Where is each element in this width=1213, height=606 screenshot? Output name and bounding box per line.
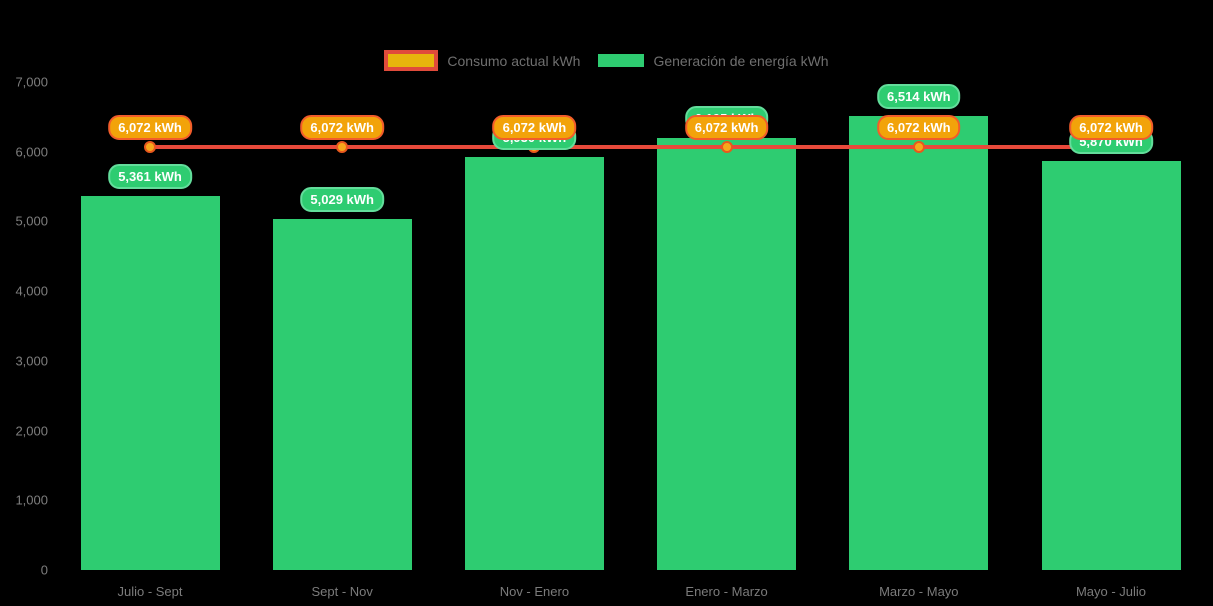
x-axis-category-label: Julio - Sept xyxy=(117,584,183,599)
y-axis-tick-label: 4,000 xyxy=(15,283,48,299)
generation-bar[interactable] xyxy=(80,196,220,570)
generation-bar[interactable] xyxy=(464,156,604,570)
generation-bar[interactable] xyxy=(657,138,797,570)
y-axis-tick-label: 6,000 xyxy=(15,144,48,160)
chart-legend: Consumo actual kWh Generación de energía… xyxy=(0,50,1213,71)
legend-item-generation[interactable]: Generación de energía kWh xyxy=(598,52,829,69)
consumption-value-label: 6,072 kWh xyxy=(877,115,961,140)
consumption-legend-label: Consumo actual kWh xyxy=(447,52,581,69)
y-axis-tick-label: 7,000 xyxy=(15,74,48,90)
y-axis-tick-label: 2,000 xyxy=(15,423,48,439)
x-axis-category-label: Enero - Marzo xyxy=(685,584,768,599)
legend-item-consumption[interactable]: Consumo actual kWh xyxy=(384,50,580,71)
consumption-line xyxy=(150,144,1111,149)
y-axis-tick-label: 0 xyxy=(40,562,48,578)
x-axis-category-label: Marzo - Mayo xyxy=(879,584,959,599)
generation-value-label: 5,361 kWh xyxy=(108,164,192,190)
x-axis-category-label: Mayo - Julio xyxy=(1075,584,1147,599)
y-axis-tick-label: 3,000 xyxy=(15,353,48,369)
consumption-point[interactable] xyxy=(336,140,349,153)
consumption-value-label: 6,072 kWh xyxy=(300,115,384,140)
generation-bar[interactable] xyxy=(272,219,412,570)
consumption-value-label: 6,072 kWh xyxy=(108,115,192,140)
consumption-value-label: 6,072 kWh xyxy=(492,115,577,140)
y-axis-tick-label: 5,000 xyxy=(15,213,48,229)
consumption-point[interactable] xyxy=(912,140,925,153)
generation-legend-label: Generación de energía kWh xyxy=(653,52,829,69)
consumption-point[interactable] xyxy=(720,140,733,153)
consumption-legend-swatch xyxy=(384,50,439,71)
x-axis-category-label: Nov - Enero xyxy=(499,584,570,599)
generation-value-label: 5,029 kWh xyxy=(300,187,384,213)
y-axis-tick-label: 1,000 xyxy=(15,492,48,508)
generation-legend-swatch xyxy=(598,54,645,67)
generation-bar[interactable] xyxy=(849,115,989,570)
consumption-value-label: 6,072 kWh xyxy=(684,115,769,140)
x-axis-category-label: Sept - Nov xyxy=(311,584,373,599)
consumption-value-label: 6,072 kWh xyxy=(1069,115,1153,140)
consumption-point[interactable] xyxy=(144,140,156,153)
generation-value-label: 6,514 kWh xyxy=(877,83,961,109)
generation-bar[interactable] xyxy=(1041,160,1181,570)
